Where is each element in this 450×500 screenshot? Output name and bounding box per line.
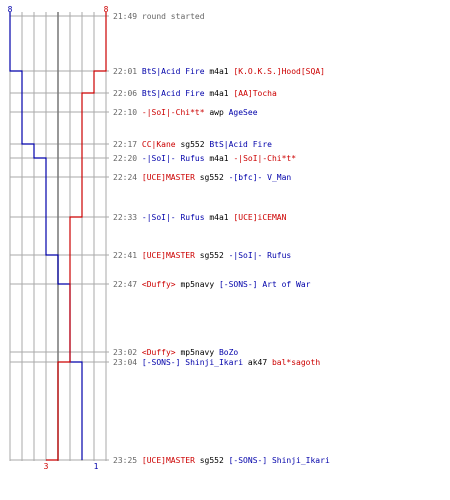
event-line: 22:10 -|SoI|-Chi*t* awp AgeSee (113, 108, 258, 117)
event-segment: CC|Kane (142, 140, 181, 149)
event-time: 21:49 (113, 12, 142, 21)
event-segment: -|SoI|- Rufus (142, 213, 209, 222)
event-segment: m4a1 (209, 154, 233, 163)
event-segment: BtS|Acid Fire (209, 140, 272, 149)
event-log: 21:49 round started 22:01 BtS|Acid Fire m… (113, 12, 330, 465)
team-count-series (9, 12, 107, 461)
event-segment: ak47 (248, 358, 272, 367)
event-segment: bal*sagoth (272, 358, 320, 367)
event-segment: -|SoI|-Chi*t* (142, 108, 209, 117)
event-segment: m4a1 (209, 67, 233, 76)
start-count-red: 8 (104, 5, 109, 14)
event-segment: sg552 (200, 173, 229, 182)
event-line: 23:04 [-SONS-] Shinji_Ikari ak47 bal*sag… (113, 358, 320, 367)
end-count-red: 3 (44, 462, 49, 471)
event-time: 22:33 (113, 213, 142, 222)
event-time: 23:25 (113, 456, 142, 465)
count-labels: 8 1 8 3 (8, 5, 109, 471)
event-line: 23:25 [UCE]MASTER sg552 [-SONS-] Shinji_… (113, 456, 330, 465)
event-segment: -|SoI|- Rufus (229, 251, 292, 260)
event-segment: [UCE]MASTER (142, 173, 200, 182)
event-time: 22:10 (113, 108, 142, 117)
event-line: 22:33 -|SoI|- Rufus m4a1 [UCE]iCEMAN (113, 213, 287, 222)
event-segment: [-SONS-] Shinji_Ikari (229, 456, 330, 465)
event-segment: awp (209, 108, 228, 117)
event-time: 23:04 (113, 358, 142, 367)
event-segment: BoZo (219, 348, 238, 357)
event-segment: m4a1 (209, 89, 233, 98)
event-segment: round started (142, 12, 205, 21)
event-segment: BtS|Acid Fire (142, 89, 209, 98)
event-line: 21:49 round started (113, 12, 205, 21)
event-line: 22:20 -|SoI|- Rufus m4a1 -|SoI|-Chi*t* (113, 154, 296, 163)
event-segment: [-SONS-] Shinji_Ikari (142, 358, 248, 367)
event-segment: [UCE]iCEMAN (233, 213, 286, 222)
event-segment: <Duffy> (142, 348, 181, 357)
event-time: 22:17 (113, 140, 142, 149)
event-segment: [UCE]MASTER (142, 456, 200, 465)
event-time: 22:24 (113, 173, 142, 182)
event-segment: AgeSee (229, 108, 258, 117)
event-time: 22:47 (113, 280, 142, 289)
event-line: 22:41 [UCE]MASTER sg552 -|SoI|- Rufus (113, 251, 291, 260)
start-count-blue: 8 (8, 5, 13, 14)
event-segment: [-SONS-] Art of War (219, 280, 311, 289)
event-segment: [AA]Tocha (233, 89, 277, 98)
end-count-blue: 1 (94, 462, 99, 471)
event-time: 22:01 (113, 67, 142, 76)
event-segment: sg552 (180, 140, 209, 149)
event-line: 22:01 BtS|Acid Fire m4a1 [K.O.K.S.]Hood[… (113, 67, 325, 76)
event-segment: mp5navy (180, 280, 219, 289)
event-segment: [K.O.K.S.]Hood[SQA] (233, 67, 325, 76)
event-line: 22:24 [UCE]MASTER sg552 -[bfc]- V_Man (113, 173, 291, 182)
event-segment: sg552 (200, 251, 229, 260)
event-segment: m4a1 (209, 213, 233, 222)
event-line: 22:47 <Duffy> mp5navy [-SONS-] Art of Wa… (113, 280, 311, 289)
event-time: 23:02 (113, 348, 142, 357)
event-line: 22:06 BtS|Acid Fire m4a1 [AA]Tocha (113, 89, 277, 98)
event-segment: -|SoI|-Chi*t* (233, 154, 296, 163)
event-segment: mp5navy (180, 348, 219, 357)
event-segment: BtS|Acid Fire (142, 67, 209, 76)
event-time: 22:06 (113, 89, 142, 98)
event-line: 22:17 CC|Kane sg552 BtS|Acid Fire (113, 140, 272, 149)
event-line: 23:02 <Duffy> mp5navy BoZo (113, 348, 238, 357)
event-segment: -[bfc]- V_Man (229, 173, 292, 182)
event-segment: [UCE]MASTER (142, 251, 200, 260)
event-segment: <Duffy> (142, 280, 181, 289)
series-line-red (46, 12, 107, 461)
event-time: 22:41 (113, 251, 142, 260)
event-time: 22:20 (113, 154, 142, 163)
event-segment: sg552 (200, 456, 229, 465)
event-segment: -|SoI|- Rufus (142, 154, 209, 163)
